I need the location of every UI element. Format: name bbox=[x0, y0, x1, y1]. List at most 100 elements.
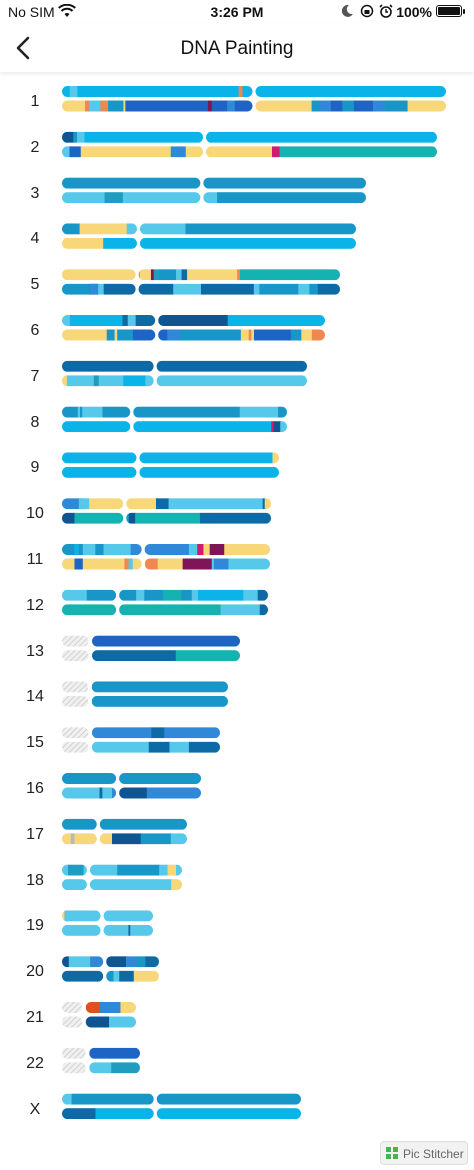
dna-segment bbox=[128, 924, 131, 936]
chromosome-22-top-strand[interactable] bbox=[62, 1047, 140, 1059]
dna-segment bbox=[255, 86, 446, 97]
chromosome-11-top-strand[interactable] bbox=[62, 544, 270, 555]
dna-segment bbox=[135, 512, 201, 524]
chromosome-17-bottom-strand[interactable] bbox=[62, 833, 187, 845]
chromosome-4-bottom-strand[interactable] bbox=[62, 237, 356, 249]
chromosome-3-top-strand[interactable] bbox=[62, 177, 366, 189]
dna-segment bbox=[80, 146, 172, 158]
chromosome-19-top-strand[interactable] bbox=[62, 910, 153, 922]
chromosome-17-top-strand[interactable] bbox=[62, 818, 187, 830]
unpainted-region bbox=[62, 1016, 83, 1028]
dna-segment bbox=[170, 833, 187, 845]
wifi-icon bbox=[58, 4, 76, 17]
dna-segment bbox=[62, 544, 75, 555]
dna-segment bbox=[62, 604, 117, 616]
nav-bar: DNA Painting bbox=[0, 24, 474, 72]
chromosome-7-bottom-strand[interactable] bbox=[62, 375, 307, 387]
dna-segment bbox=[259, 604, 269, 616]
chromosome-8-top-strand[interactable] bbox=[62, 406, 287, 418]
dna-segment bbox=[206, 146, 273, 158]
chromosome-20-bottom-strand[interactable] bbox=[62, 970, 159, 982]
unpainted-region bbox=[62, 1002, 83, 1013]
dna-segment bbox=[78, 544, 84, 555]
chromosome-3-bottom-strand[interactable] bbox=[62, 192, 366, 204]
chromosome-label: 2 bbox=[30, 138, 40, 156]
chromosome-8-bottom-strand[interactable] bbox=[62, 421, 287, 433]
dna-segment bbox=[62, 787, 100, 799]
chromosome-label: 8 bbox=[30, 413, 40, 431]
chromosome-13-bottom-strand[interactable] bbox=[62, 650, 241, 662]
dna-segment bbox=[151, 727, 165, 739]
dna-segment bbox=[62, 773, 117, 784]
status-bar: No SIM 3:26 PM 100% bbox=[0, 0, 474, 24]
chromosome-7-top-strand[interactable] bbox=[62, 360, 307, 372]
dna-segment bbox=[88, 100, 101, 112]
chromosome-6-bottom-strand[interactable] bbox=[62, 329, 325, 341]
dna-segment bbox=[130, 544, 142, 555]
dna-segment bbox=[278, 406, 287, 418]
chromosome-label: 21 bbox=[26, 1009, 44, 1026]
chromosome-X-bottom-strand[interactable] bbox=[62, 1108, 301, 1120]
dna-segment bbox=[62, 956, 70, 968]
dna-segment bbox=[77, 406, 81, 418]
chromosome-1-bottom-strand[interactable] bbox=[62, 100, 446, 112]
dna-segment bbox=[62, 131, 74, 143]
chromosome-6-top-strand[interactable] bbox=[62, 315, 325, 326]
dna-segment bbox=[62, 910, 66, 922]
chromosome-2-bottom-strand[interactable] bbox=[62, 146, 437, 158]
chromosome-9-bottom-strand[interactable] bbox=[62, 466, 279, 478]
dna-segment bbox=[279, 146, 437, 158]
chromosome-18-bottom-strand[interactable] bbox=[62, 879, 182, 891]
chromosome-9-top-strand[interactable] bbox=[62, 452, 279, 464]
chromosome-15-top-strand[interactable] bbox=[62, 727, 220, 739]
chromosome-13-top-strand[interactable] bbox=[62, 635, 241, 647]
dna-segment bbox=[144, 589, 164, 601]
chromosome-11-bottom-strand[interactable] bbox=[62, 558, 270, 570]
dna-segment bbox=[273, 421, 281, 433]
dna-segment bbox=[119, 604, 221, 616]
dna-segment bbox=[83, 864, 87, 876]
chromosome-14-bottom-strand[interactable] bbox=[62, 695, 228, 707]
chromosome-X-top-strand[interactable] bbox=[62, 1093, 301, 1105]
dna-segment bbox=[98, 283, 104, 295]
dna-segment bbox=[317, 283, 340, 295]
chromosome-1-top-strand[interactable] bbox=[62, 86, 446, 97]
dna-segment bbox=[232, 544, 270, 555]
chromosome-20-top-strand[interactable] bbox=[62, 956, 159, 968]
chromosome-18-top-strand[interactable] bbox=[62, 864, 182, 876]
dna-segment bbox=[122, 192, 201, 204]
chromosome-16-bottom-strand[interactable] bbox=[62, 787, 201, 799]
dna-segment bbox=[103, 283, 136, 295]
dna-segment bbox=[259, 283, 299, 295]
chromosome-5-bottom-strand[interactable] bbox=[62, 283, 340, 295]
chromosome-21-top-strand[interactable] bbox=[62, 1002, 136, 1013]
dna-segment bbox=[139, 452, 273, 464]
chromosome-21-bottom-strand[interactable] bbox=[62, 1016, 136, 1028]
chromosome-10-bottom-strand[interactable] bbox=[62, 512, 271, 524]
chromosome-4-top-strand[interactable] bbox=[62, 223, 356, 235]
chromosome-15-bottom-strand[interactable] bbox=[62, 741, 220, 753]
dna-segment bbox=[62, 466, 137, 478]
chromosome-10-top-strand[interactable] bbox=[62, 498, 271, 510]
dna-segment bbox=[69, 146, 82, 158]
chromosome-2-top-strand[interactable] bbox=[62, 131, 437, 143]
chromosome-22-bottom-strand[interactable] bbox=[62, 1062, 140, 1074]
dna-segment bbox=[95, 1108, 154, 1120]
dna-segment bbox=[136, 956, 146, 968]
chromosome-19-bottom-strand[interactable] bbox=[62, 924, 153, 936]
dna-segment bbox=[114, 329, 118, 341]
chromosome-label: 7 bbox=[30, 367, 40, 385]
chromosome-12-bottom-strand[interactable] bbox=[62, 604, 269, 616]
dna-segment bbox=[180, 329, 242, 341]
dna-segment bbox=[156, 1093, 301, 1105]
dna-segment bbox=[62, 879, 87, 891]
dna-segment bbox=[234, 100, 253, 112]
dna-segment bbox=[68, 956, 91, 968]
chromosome-5-top-strand[interactable] bbox=[62, 269, 340, 281]
dna-segment bbox=[272, 146, 280, 158]
chromosome-12-top-strand[interactable] bbox=[62, 589, 269, 601]
chromosome-14-top-strand[interactable] bbox=[62, 681, 228, 693]
chromosome-16-top-strand[interactable] bbox=[62, 773, 201, 784]
back-chevron-icon[interactable] bbox=[10, 34, 36, 62]
dna-segment bbox=[167, 864, 177, 876]
